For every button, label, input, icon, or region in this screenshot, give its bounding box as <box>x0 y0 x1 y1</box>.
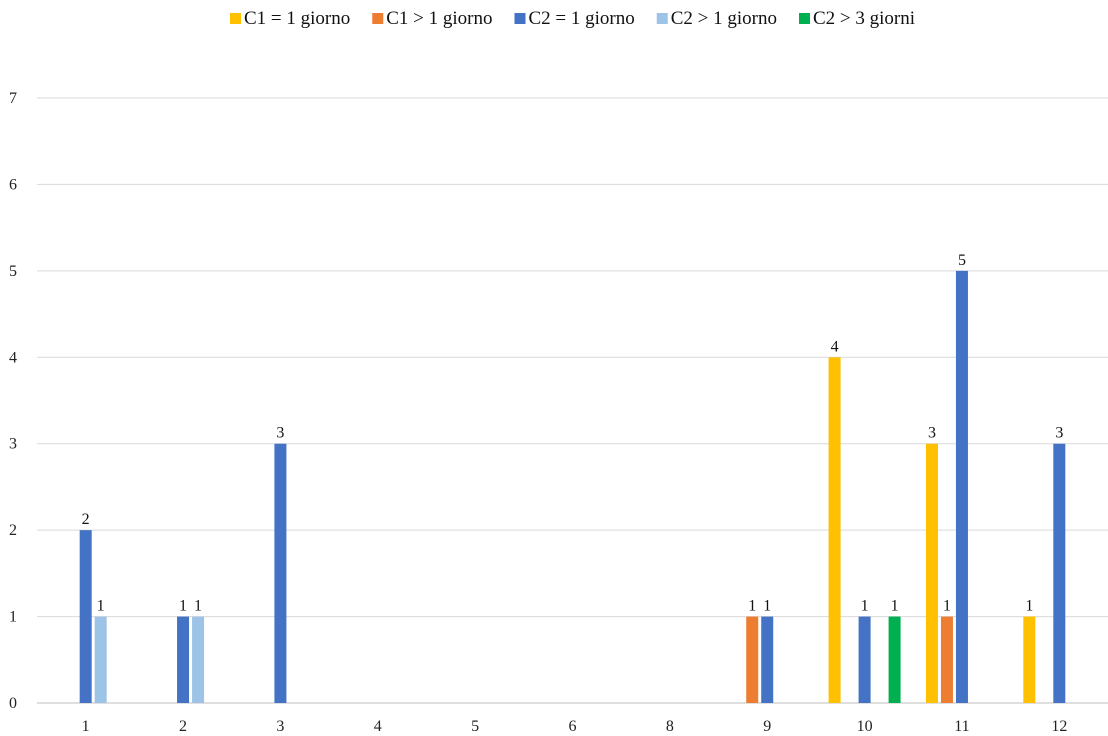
bars <box>79 270 1066 703</box>
x-tick-label: 5 <box>471 718 479 735</box>
bar <box>761 616 774 703</box>
x-tick-label: 9 <box>763 718 771 735</box>
data-label: 1 <box>763 598 771 615</box>
x-tick-label: 10 <box>857 718 873 735</box>
y-tick-label: 0 <box>9 695 17 712</box>
legend-entry: C2 = 1 giorno <box>529 8 635 29</box>
x-axis-ticks: 1 2 3 4 5 6 8 9 10 11 12 <box>82 718 1068 735</box>
bar <box>940 616 953 703</box>
legend: C1 = 1 giorno C1 > 1 giorno C2 = 1 giorno C… <box>230 8 915 29</box>
y-axis-ticks: 0 1 2 3 4 5 6 7 <box>9 90 17 712</box>
x-tick-label: 2 <box>179 718 187 735</box>
bar <box>1023 616 1036 703</box>
bar <box>828 357 841 703</box>
data-label: 1 <box>748 598 756 615</box>
data-label: 3 <box>1055 425 1063 442</box>
bar <box>888 616 901 703</box>
x-tick-label: 12 <box>1051 718 1067 735</box>
data-label: 3 <box>928 425 936 442</box>
bar <box>79 530 92 703</box>
bar <box>955 270 968 703</box>
legend-entry: C1 = 1 giorno <box>244 8 350 29</box>
y-tick-label: 4 <box>9 349 17 366</box>
x-tick-label: 3 <box>276 718 284 735</box>
legend-swatch <box>514 13 526 24</box>
x-tick-label: 1 <box>82 718 90 735</box>
bar <box>274 443 287 703</box>
x-tick-label: 8 <box>666 718 674 735</box>
bar <box>177 616 190 703</box>
legend-entry: C2 > 1 giorno <box>671 8 777 29</box>
y-tick-label: 2 <box>9 522 17 539</box>
data-label: 4 <box>831 338 839 355</box>
y-tick-label: 6 <box>9 176 17 193</box>
legend-swatch <box>799 13 810 24</box>
legend-entry: C2 > 3 giorni <box>813 8 915 29</box>
y-tick-label: 5 <box>9 263 17 280</box>
data-label: 5 <box>958 252 966 269</box>
legend-swatch <box>372 13 384 24</box>
gridlines <box>37 97 1108 704</box>
data-label: 1 <box>943 598 951 615</box>
legend-swatch <box>230 13 241 24</box>
data-label: 1 <box>1025 598 1033 615</box>
legend-entry: C1 > 1 giorno <box>386 8 492 29</box>
bar <box>746 616 759 703</box>
y-tick-label: 3 <box>9 436 17 453</box>
y-tick-label: 7 <box>9 90 17 107</box>
data-label: 1 <box>891 598 899 615</box>
bar <box>94 616 107 703</box>
data-label: 1 <box>861 598 869 615</box>
x-tick-label: 11 <box>954 718 969 735</box>
x-tick-label: 4 <box>374 718 382 735</box>
data-label: 1 <box>194 598 202 615</box>
bar <box>925 443 938 703</box>
data-label: 3 <box>276 425 284 442</box>
data-label: 2 <box>82 511 90 528</box>
y-tick-label: 1 <box>9 609 17 626</box>
legend-swatch <box>656 13 668 24</box>
x-tick-label: 6 <box>569 718 577 735</box>
bar <box>1053 443 1066 703</box>
bar <box>192 616 205 703</box>
data-label: 1 <box>97 598 105 615</box>
bar <box>858 616 871 703</box>
data-label: 1 <box>179 598 187 615</box>
